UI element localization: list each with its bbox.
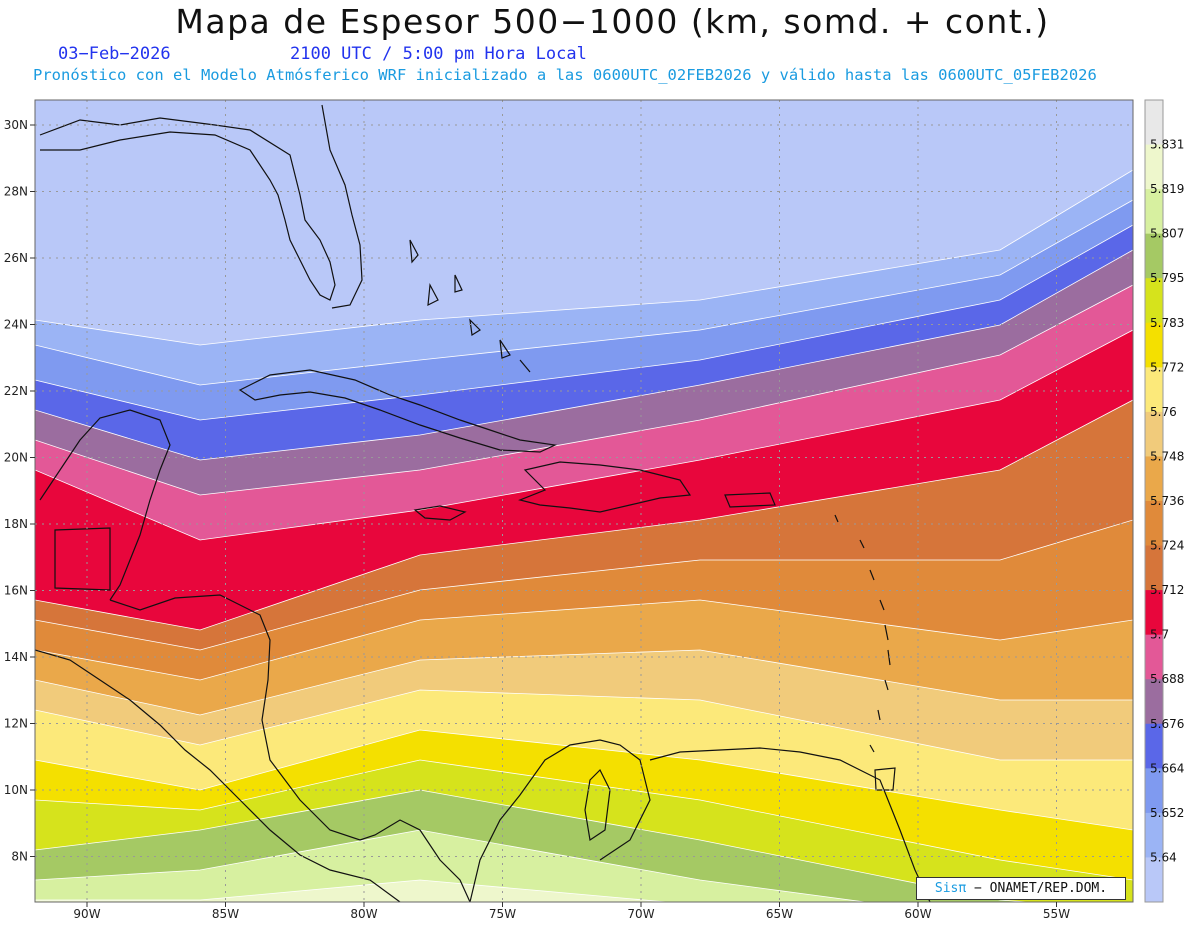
colorbar-label: 5.712 bbox=[1150, 583, 1184, 597]
colorbar-label: 5.7 bbox=[1150, 628, 1169, 642]
lon-label: 75W bbox=[489, 907, 516, 921]
maracaibo-lake bbox=[584, 768, 611, 842]
lon-label: 80W bbox=[350, 907, 377, 921]
colorbar-label: 5.676 bbox=[1150, 717, 1184, 731]
colorbar-label: 5.664 bbox=[1150, 761, 1184, 775]
colorbar-swatch bbox=[1145, 634, 1163, 680]
colorbar-label: 5.783 bbox=[1150, 316, 1184, 330]
colorbar-swatch bbox=[1145, 501, 1163, 547]
thickness-band bbox=[35, 879, 671, 902]
colorbar-label: 5.831 bbox=[1150, 138, 1184, 152]
credit-text: − ONAMET/REP.DOM. bbox=[966, 881, 1108, 896]
lat-label: 8N bbox=[11, 850, 28, 864]
colorbar-label: 5.795 bbox=[1150, 271, 1184, 285]
colorbar-label: 5.724 bbox=[1150, 539, 1184, 553]
colorbar-swatch bbox=[1145, 723, 1163, 769]
florida-east-coast bbox=[321, 104, 363, 309]
lat-label: 12N bbox=[4, 717, 28, 731]
longitude-labels: 90W 85W 80W 75W 70W 65W 60W 55W bbox=[73, 907, 1070, 921]
colorbar-label: 5.807 bbox=[1150, 227, 1184, 241]
map-frame bbox=[34, 99, 1134, 903]
lon-label: 90W bbox=[73, 907, 100, 921]
colorbar-swatch bbox=[1145, 768, 1163, 814]
lat-label: 24N bbox=[4, 318, 28, 332]
trinidad bbox=[874, 767, 896, 791]
latitude-labels: 30N 28N 26N 24N 22N 20N 18N 16N 14N 12N 10N 8N bbox=[4, 118, 28, 864]
map-title: Mapa de Espesor 500−1000 (km, somd. + co… bbox=[175, 2, 1050, 41]
lat-lon-gridlines bbox=[35, 100, 1133, 902]
colorbar-frame bbox=[1144, 99, 1164, 903]
colorbar-swatch bbox=[1145, 679, 1163, 725]
south-america-coast bbox=[469, 739, 931, 902]
colorbar-swatch bbox=[1145, 812, 1163, 858]
forecast-time: 2100 UTC / 5:00 pm Hora Local bbox=[290, 44, 587, 64]
lat-label: 14N bbox=[4, 650, 28, 664]
lat-label: 26N bbox=[4, 251, 28, 265]
colorbar-swatch bbox=[1145, 456, 1163, 502]
lon-label: 60W bbox=[904, 907, 931, 921]
lon-label: 65W bbox=[766, 907, 793, 921]
yucatan-coast bbox=[39, 409, 171, 601]
colorbar-swatch bbox=[1145, 233, 1163, 279]
colorbar-label: 5.736 bbox=[1150, 494, 1184, 508]
colorbar-swatch bbox=[1145, 189, 1163, 235]
colorbar-swatch bbox=[1145, 411, 1163, 457]
colorbar-label: 5.748 bbox=[1150, 449, 1184, 463]
jamaica-coast bbox=[413, 505, 467, 521]
colorbar-swatch bbox=[1145, 857, 1163, 903]
forecast-description: Pronóstico con el Modelo Atmósferico WRF… bbox=[33, 66, 1097, 84]
forecast-date: 03−Feb−2026 bbox=[58, 44, 171, 64]
colorbar-swatch bbox=[1145, 100, 1163, 146]
colorbar-label: 5.819 bbox=[1150, 182, 1184, 196]
colorbar-label: 5.76 bbox=[1150, 405, 1177, 419]
lon-label: 70W bbox=[627, 907, 654, 921]
lat-label: 10N bbox=[4, 783, 28, 797]
colorbar-label: 5.688 bbox=[1150, 672, 1184, 686]
lon-label: 55W bbox=[1043, 907, 1070, 921]
colorbar bbox=[1144, 99, 1164, 903]
hispaniola-coast bbox=[518, 461, 692, 513]
lat-label: 16N bbox=[4, 584, 28, 598]
axis-ticks bbox=[30, 124, 1057, 907]
lat-label: 30N bbox=[4, 118, 28, 132]
lat-label: 28N bbox=[4, 185, 28, 199]
lat-label: 22N bbox=[4, 384, 28, 398]
colorbar-labels: 5.831 5.819 5.807 5.795 5.783 5.772 5.76 5.748 5… bbox=[1150, 138, 1184, 865]
puerto-rico-coast bbox=[724, 492, 776, 508]
central-america-coast bbox=[109, 594, 471, 902]
lon-label: 85W bbox=[212, 907, 239, 921]
florida-coast bbox=[39, 117, 336, 301]
credit-brand: Sisπ bbox=[934, 881, 967, 896]
belize-guatemala-boundary bbox=[54, 527, 111, 591]
colorbar-swatch bbox=[1145, 278, 1163, 324]
colorbar-label: 5.772 bbox=[1150, 360, 1184, 374]
lat-label: 20N bbox=[4, 451, 28, 465]
colorbar-swatch bbox=[1145, 545, 1163, 591]
map-plot-area bbox=[35, 100, 1133, 902]
colorbar-swatch bbox=[1145, 367, 1163, 413]
colorbar-label: 5.64 bbox=[1150, 850, 1177, 864]
colorbar-swatch bbox=[1145, 144, 1163, 190]
credit-box: Sisπ − ONAMET/REP.DOM. bbox=[916, 877, 1126, 900]
lat-label: 18N bbox=[4, 517, 28, 531]
colorbar-label: 5.652 bbox=[1150, 806, 1184, 820]
colorbar-swatch bbox=[1145, 322, 1163, 368]
central-america-pacific bbox=[35, 649, 401, 902]
thickness-contour-bands bbox=[35, 169, 1133, 902]
colorbar-swatch bbox=[1145, 590, 1163, 636]
cuba-coast bbox=[238, 369, 558, 453]
